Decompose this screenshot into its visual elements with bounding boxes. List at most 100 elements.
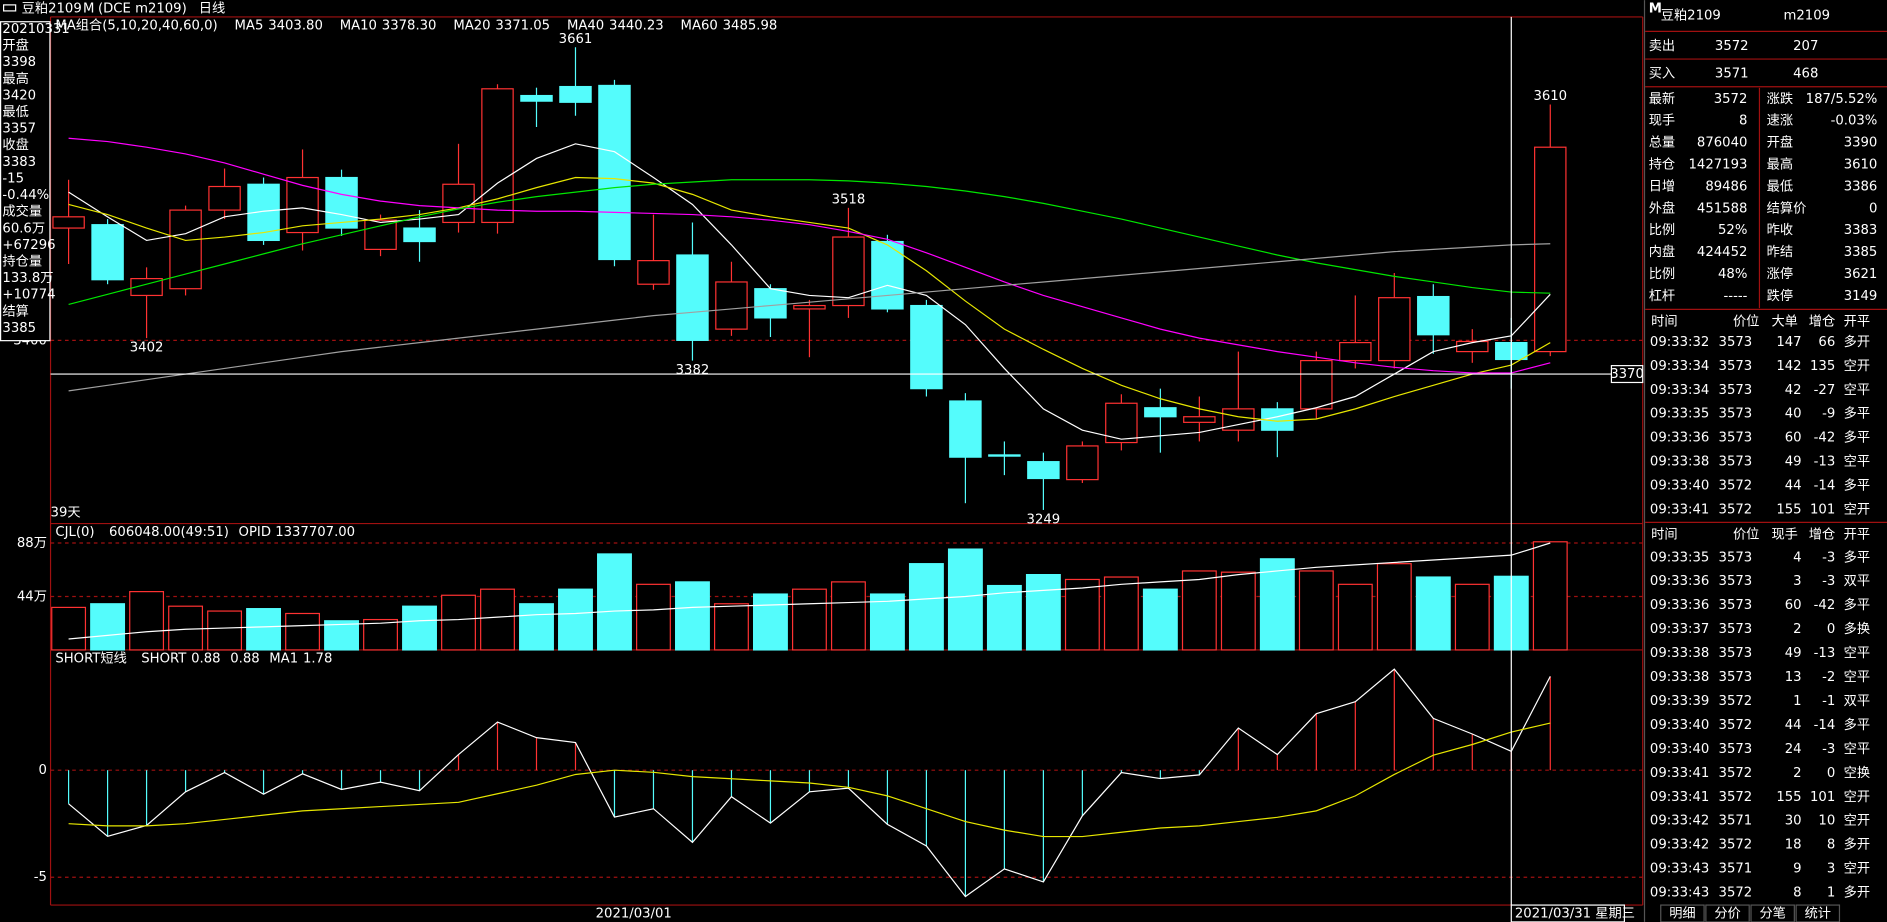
- tab-label[interactable]: 分笔: [1759, 905, 1785, 921]
- tick-type: 空开: [1844, 813, 1870, 829]
- volume-bar: [1259, 558, 1295, 651]
- tick-time: 09:33:42: [1650, 838, 1709, 853]
- tick-oi: 3: [1827, 862, 1835, 877]
- legend-entry: 0.88: [191, 651, 220, 666]
- y-tick-label: -5: [34, 870, 47, 885]
- volume-bar: [1415, 576, 1451, 651]
- tick-time: 09:33:42: [1650, 814, 1709, 829]
- tick-type: 多平: [1844, 548, 1870, 565]
- tick-volume: 49: [1785, 455, 1802, 470]
- candle-body: [1339, 342, 1372, 362]
- tick-oi: 10: [1818, 814, 1835, 829]
- tick-oi: -1: [1822, 694, 1835, 709]
- stat-label: 外盘: [1649, 199, 1675, 216]
- tick-volume: 13: [1785, 670, 1802, 685]
- info-item: 3420: [2, 88, 36, 103]
- book-price: 3572: [1715, 39, 1749, 54]
- indicator-line: [68, 137, 1551, 374]
- tick-price: 3572: [1719, 718, 1753, 733]
- tick-price: 3573: [1719, 598, 1753, 613]
- indicator-line: [68, 542, 1551, 640]
- tick-oi: 135: [1810, 359, 1835, 374]
- candle-body: [91, 224, 124, 281]
- volume-bar: [246, 608, 282, 651]
- tick-oi: -14: [1814, 718, 1836, 733]
- stat-value: 187/5.52%: [1806, 92, 1878, 107]
- info-item: 最低: [2, 104, 28, 120]
- info-item: -0.44%: [2, 188, 49, 203]
- tick-price: 3573: [1719, 407, 1753, 422]
- candle-body: [1222, 408, 1255, 431]
- tick-type: 双平: [1844, 694, 1870, 709]
- table-header: 开平: [1844, 527, 1870, 542]
- candle-body: [793, 304, 826, 310]
- stat-label: 开盘: [1767, 134, 1793, 151]
- tick-time: 09:33:41: [1650, 790, 1709, 805]
- marker: M: [1649, 2, 1662, 17]
- tick-time: 09:33:36: [1650, 431, 1709, 446]
- period-label: 39天: [51, 506, 81, 521]
- candle-body: [559, 85, 592, 103]
- volume-bar: [558, 588, 593, 651]
- tab-label[interactable]: 分价: [1714, 905, 1740, 921]
- y-tick-label: 88万: [17, 536, 47, 551]
- volume-bar: [986, 584, 1022, 651]
- tick-price: 3573: [1719, 742, 1753, 757]
- tick-oi: 101: [1810, 502, 1835, 517]
- legend-entry: 606048.00(49:51): [109, 525, 229, 540]
- book-qty: 207: [1793, 39, 1818, 54]
- table-header: 大单: [1771, 313, 1797, 329]
- tick-price: 3573: [1719, 550, 1753, 565]
- tick-price: 3572: [1719, 790, 1753, 805]
- tick-price: 3573: [1719, 383, 1753, 398]
- price-annotation: 3610: [1533, 89, 1567, 104]
- table-header: 时间: [1651, 313, 1677, 329]
- tick-price: 3572: [1719, 766, 1753, 781]
- volume-bar: [636, 583, 671, 651]
- volume-bar: [324, 620, 359, 651]
- tick-volume: 8: [1793, 886, 1801, 901]
- tick-price: 3571: [1719, 862, 1753, 877]
- legend-entry: 日线: [199, 1, 225, 17]
- stat-value: 1427193: [1689, 157, 1748, 172]
- info-item: 133.8万: [2, 271, 53, 286]
- candle-body: [1144, 407, 1177, 418]
- tick-oi: -42: [1814, 431, 1836, 446]
- book-price: 3571: [1715, 66, 1749, 81]
- tab-label[interactable]: 统计: [1805, 905, 1831, 921]
- stat-label: 最新: [1649, 91, 1675, 107]
- stat-label: 总量: [1649, 135, 1675, 151]
- table-header: 价位: [1733, 313, 1759, 329]
- tick-volume: 49: [1785, 646, 1802, 661]
- tick-time: 09:33:41: [1650, 766, 1709, 781]
- menu-icon: [3, 4, 17, 12]
- legend-entry: MA20: [453, 18, 490, 33]
- candle-body: [520, 94, 553, 102]
- tick-type: 空平: [1844, 382, 1870, 398]
- tick-price: 3571: [1719, 814, 1753, 829]
- legend-entry: 3371.05: [495, 18, 550, 33]
- tick-type: 空开: [1844, 358, 1870, 374]
- tick-type: 空平: [1844, 669, 1870, 685]
- tab-label[interactable]: 明细: [1669, 905, 1695, 921]
- tick-type: 多开: [1844, 333, 1870, 350]
- tick-time: 09:33:36: [1650, 574, 1709, 589]
- tick-type: 多平: [1844, 716, 1870, 733]
- volume-bar: [752, 593, 788, 651]
- tick-volume: 142: [1776, 359, 1801, 374]
- legend-entry: CJL(0): [55, 525, 94, 540]
- info-item: +10774: [2, 288, 55, 303]
- tick-time: 09:33:32: [1650, 335, 1709, 350]
- candle-body: [910, 304, 943, 390]
- stat-value: 424452: [1697, 245, 1747, 260]
- symbol-code: m2109: [1784, 9, 1831, 24]
- tick-type: 空平: [1844, 454, 1870, 470]
- book-label: 买入: [1649, 65, 1675, 81]
- indicator-line: [68, 143, 1551, 440]
- volume-bar: [1064, 578, 1100, 651]
- candle-body: [1378, 297, 1411, 362]
- tick-type: 多平: [1844, 477, 1870, 494]
- tick-type: 空换: [1844, 765, 1870, 781]
